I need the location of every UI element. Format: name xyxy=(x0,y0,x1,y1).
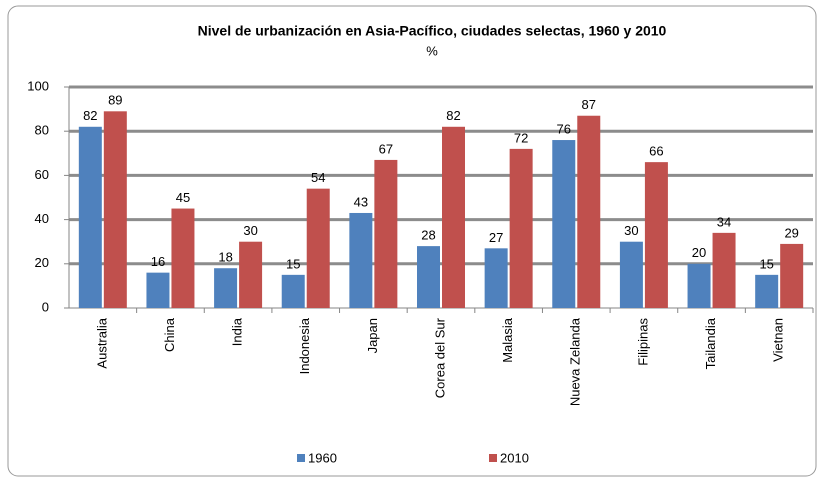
y-tick-label: 20 xyxy=(35,255,49,270)
x-tick-label: Corea del Sur xyxy=(432,317,447,398)
x-tick-label: Nueva Zelanda xyxy=(568,317,583,406)
bar xyxy=(780,243,804,308)
bar xyxy=(619,241,643,308)
bar xyxy=(687,263,711,308)
bar xyxy=(712,232,736,308)
data-label: 82 xyxy=(83,108,97,123)
chart-subtitle: % xyxy=(426,43,438,58)
x-tick-label: India xyxy=(230,317,245,346)
x-tick-label: Japan xyxy=(365,318,380,353)
x-tick-label: Malasia xyxy=(500,317,515,363)
data-label: 82 xyxy=(446,108,460,123)
bar xyxy=(349,212,373,308)
y-tick-label: 80 xyxy=(35,123,49,138)
data-label: 16 xyxy=(151,254,165,269)
data-label: 18 xyxy=(218,250,232,265)
bar xyxy=(103,111,127,308)
data-label: 34 xyxy=(717,214,731,229)
bar xyxy=(577,115,601,308)
x-tick-label: China xyxy=(162,317,177,352)
data-label: 72 xyxy=(514,130,528,145)
bar xyxy=(214,268,238,308)
bar xyxy=(644,162,668,308)
x-tick-label: Filipinas xyxy=(635,318,650,366)
data-label: 15 xyxy=(286,256,300,271)
chart-border xyxy=(7,5,817,477)
legend-swatch xyxy=(297,454,305,462)
bar xyxy=(374,159,398,308)
data-label: 66 xyxy=(649,144,663,159)
x-tick-label: Vietnan xyxy=(771,318,786,362)
data-label: 43 xyxy=(354,194,368,209)
bar xyxy=(552,140,576,308)
data-label: 54 xyxy=(311,170,325,185)
chart-title: Nivel de urbanización en Asia-Pacífico, … xyxy=(198,23,667,39)
y-tick-label: 100 xyxy=(27,78,49,93)
bar xyxy=(417,246,440,308)
bar xyxy=(281,274,305,308)
x-tick-label: Australia xyxy=(94,317,109,368)
data-label: 76 xyxy=(557,121,571,136)
bar xyxy=(78,126,102,308)
data-label: 20 xyxy=(692,245,706,260)
bar xyxy=(239,241,263,308)
y-tick-label: 60 xyxy=(35,167,49,182)
data-label: 30 xyxy=(243,223,257,238)
data-label: 30 xyxy=(624,223,638,238)
data-label: 27 xyxy=(489,230,503,245)
bar xyxy=(171,208,195,308)
legend-label: 1960 xyxy=(308,450,337,465)
y-tick-label: 40 xyxy=(35,211,49,226)
x-tick-label: Indonesia xyxy=(297,317,312,374)
x-tick-label: Tailandia xyxy=(703,317,718,369)
bar xyxy=(306,188,330,308)
data-label: 45 xyxy=(176,190,190,205)
data-label: 15 xyxy=(759,256,773,271)
legend-label: 2010 xyxy=(500,450,529,465)
data-label: 29 xyxy=(784,225,798,240)
bar xyxy=(509,148,533,308)
bar xyxy=(755,274,779,308)
legend-swatch xyxy=(489,454,497,462)
data-label: 67 xyxy=(379,141,393,156)
data-label: 28 xyxy=(421,228,435,243)
bar xyxy=(484,248,508,308)
y-tick-label: 0 xyxy=(42,299,49,314)
data-label: 87 xyxy=(582,97,596,112)
bar xyxy=(146,272,170,308)
bar xyxy=(442,126,465,308)
data-label: 89 xyxy=(108,93,122,108)
